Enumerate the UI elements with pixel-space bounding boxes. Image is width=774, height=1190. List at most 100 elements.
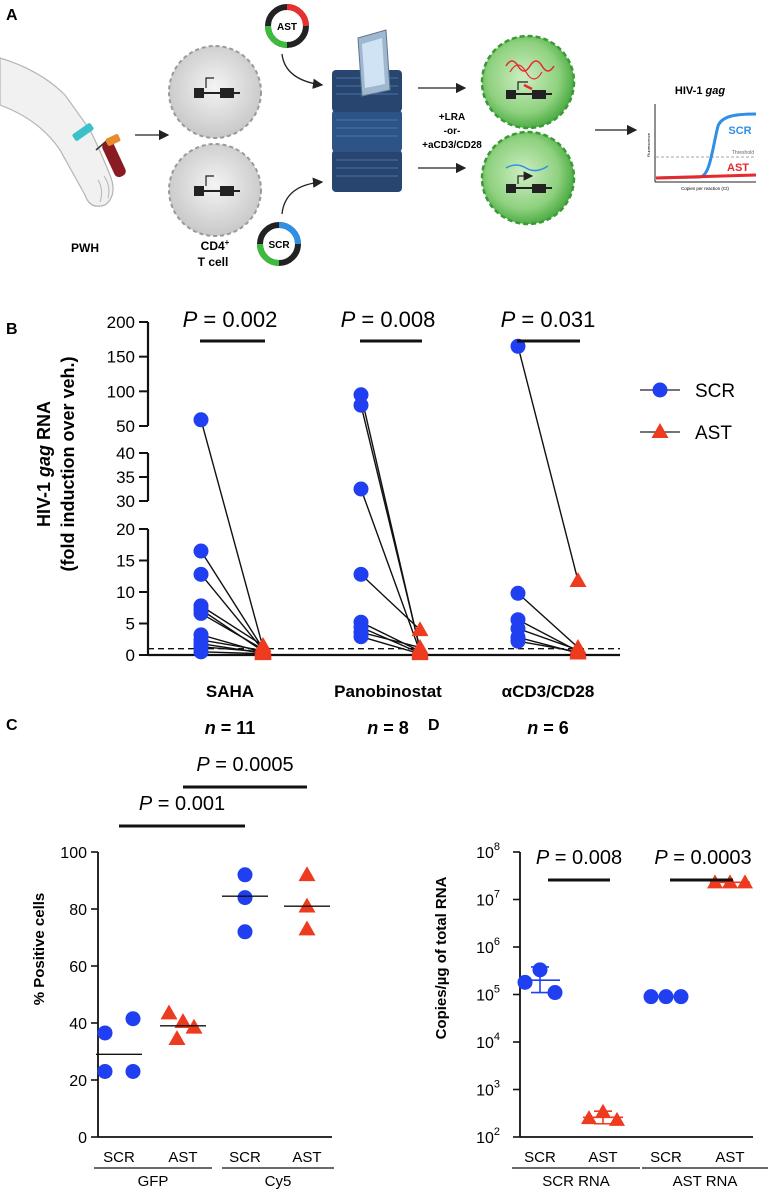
- c-y-tick-label: 60: [69, 959, 87, 976]
- b-ast-point: [254, 645, 272, 661]
- d-scr-point: [517, 974, 533, 990]
- cd4-label: CD4+: [201, 238, 230, 253]
- panel-c-letter: C: [6, 717, 18, 734]
- b-y-tick-label: 100: [107, 382, 135, 401]
- panel-b-letter: B: [6, 321, 18, 338]
- b-ast-point: [411, 621, 429, 637]
- d-category-label: AST: [588, 1149, 617, 1166]
- b-p-text: = 0.031: [515, 307, 595, 332]
- c-ast-point: [298, 866, 316, 882]
- b-pair-line: [200, 612, 264, 650]
- c-category-label: AST: [292, 1149, 321, 1166]
- c-y-tick-label: 20: [69, 1073, 87, 1090]
- qpcr-ast-label: AST: [727, 162, 749, 174]
- b-n-symbol: n: [205, 718, 216, 738]
- c-ast-point: [298, 920, 316, 936]
- d-group-label: AST RNA: [673, 1173, 738, 1190]
- qpcr-threshold-label: Threshold: [732, 150, 754, 156]
- d-p-value: P = 0.008: [536, 847, 622, 869]
- d-ylabel: Copies/µg of total RNA: [433, 876, 450, 1039]
- b-scr-point: [353, 629, 369, 645]
- b-scr-point: [193, 412, 209, 428]
- panel-d-letter: D: [428, 717, 440, 734]
- b-category-label: αCD3/CD28: [502, 682, 595, 701]
- d-y-tick-base: 10: [476, 1083, 494, 1100]
- c-p-text: = 0.001: [152, 793, 225, 815]
- c-y-tick-label: 80: [69, 902, 87, 919]
- b-y-tick-label: 40: [116, 444, 135, 463]
- b-scr-point: [510, 633, 526, 649]
- qpcr-ylabel: Fluorescence: [646, 132, 651, 157]
- qpcr-ast-curve: [655, 173, 757, 180]
- arrow-top-cell: [281, 53, 324, 89]
- b-scr-point: [353, 397, 369, 413]
- d-y-tick-label: 106: [476, 936, 500, 957]
- c-y-tick-label: 100: [60, 845, 87, 862]
- b-legend-scr-label: SCR: [695, 381, 735, 402]
- b-n-label: n = 8: [367, 718, 409, 738]
- d-y-tick-exponent: 8: [494, 841, 500, 853]
- b-n-symbol: n: [367, 718, 378, 738]
- b-scr-point: [353, 566, 369, 582]
- b-p-text: = 0.002: [197, 307, 277, 332]
- b-ast-point: [569, 572, 587, 588]
- d-category-label: SCR: [650, 1149, 682, 1166]
- b-ast-point: [411, 645, 429, 661]
- b-y-tick-label: 50: [116, 417, 135, 436]
- c-scr-point: [237, 890, 253, 906]
- b-scr-point: [193, 644, 209, 660]
- d-y-tick-base: 10: [476, 988, 494, 1005]
- arrow-bottom-cell: [281, 177, 324, 215]
- d-y-tick-base: 10: [476, 1035, 494, 1052]
- c-p-symbol: P: [196, 754, 210, 776]
- b-pair-line: [517, 592, 579, 648]
- qpcr-scr-curve: [655, 112, 757, 180]
- d-category-label: SCR: [524, 1149, 556, 1166]
- b-pair-line: [200, 550, 264, 650]
- d-p-symbol: P: [654, 847, 668, 869]
- d-y-tick-base: 10: [476, 1130, 494, 1147]
- c-scr-point: [97, 1063, 113, 1079]
- b-ast-point: [569, 643, 587, 659]
- d-y-tick-label: 104: [476, 1031, 500, 1052]
- d-y-tick-exponent: 7: [494, 889, 500, 901]
- b-pair-line: [200, 639, 264, 652]
- b-n-label: n = 11: [205, 718, 256, 738]
- c-group-label: Cy5: [265, 1173, 292, 1190]
- c-scr-point: [125, 1011, 141, 1027]
- arm-illustration: [0, 57, 126, 207]
- d-y-tick-label: 102: [476, 1126, 500, 1147]
- d-y-tick-label: 107: [476, 889, 500, 910]
- c-ast-point: [168, 1030, 186, 1046]
- scr-plasmid-label: SCR: [268, 240, 290, 251]
- b-y-tick-label: 15: [116, 552, 135, 571]
- b-p-value: P = 0.008: [341, 307, 436, 332]
- c-y-tick-label: 0: [78, 1130, 87, 1147]
- b-ylabel-line2: (fold induction over veh.): [58, 356, 78, 571]
- b-n-text: = 8: [378, 718, 409, 738]
- b-scr-point: [193, 543, 209, 559]
- d-y-tick-base: 10: [476, 845, 494, 862]
- b-pair-line: [517, 346, 579, 581]
- ast-plasmid-label: AST: [277, 22, 297, 33]
- c-scr-point: [237, 924, 253, 940]
- d-y-tick-base: 10: [476, 893, 494, 910]
- b-pair-line: [360, 631, 421, 649]
- d-p-value: P = 0.0003: [654, 847, 751, 869]
- c-category-label: SCR: [103, 1149, 135, 1166]
- d-p-text: = 0.008: [549, 847, 622, 869]
- b-scr-point: [510, 338, 526, 354]
- c-ast-point: [174, 1013, 192, 1028]
- b-scr-point: [193, 605, 209, 621]
- d-scr-point: [547, 985, 563, 1001]
- panel-d: D Copies/µg of total RNA 102103104105106…: [428, 717, 768, 1190]
- d-p-symbol: P: [536, 847, 550, 869]
- c-category-label: SCR: [229, 1149, 261, 1166]
- b-scr-point: [510, 585, 526, 601]
- b-y-tick-label: 35: [116, 468, 135, 487]
- d-y-tick-base: 10: [476, 940, 494, 957]
- d-group-label: SCR RNA: [542, 1173, 610, 1190]
- panel-b: B HIV-1 gag RNA (fold induction over veh…: [6, 307, 735, 738]
- b-n-label: n = 6: [527, 718, 569, 738]
- lra-label: +LRA: [439, 112, 465, 123]
